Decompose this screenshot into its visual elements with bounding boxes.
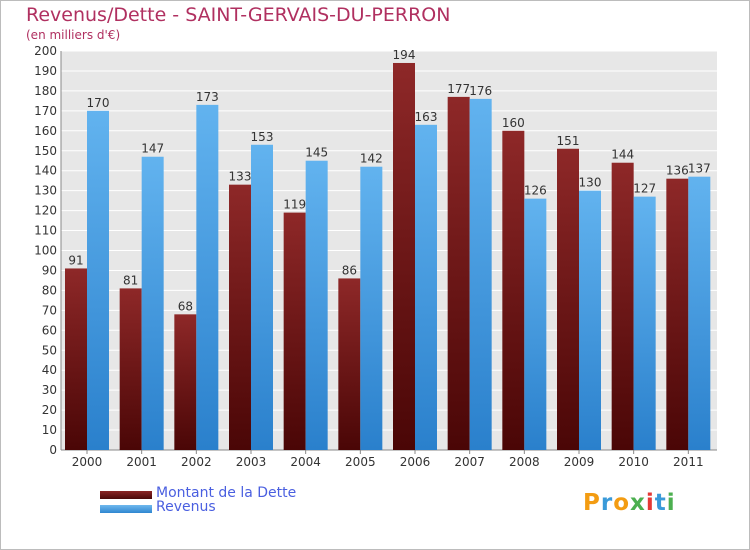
legend-label-dette: Montant de la Dette: [156, 485, 297, 501]
y-tick-label: 110: [34, 224, 57, 238]
x-tick-label: 2006: [400, 455, 431, 469]
bar-dette: [666, 178, 689, 450]
x-tick-label: 2002: [181, 455, 212, 469]
data-label: 153: [251, 130, 274, 144]
y-tick-label: 160: [34, 124, 57, 138]
y-tick-label: 190: [34, 64, 57, 78]
x-tick-label: 2011: [673, 455, 704, 469]
bar-revenus: [141, 156, 164, 451]
x-tick-label: 2001: [126, 455, 157, 469]
bar-dette: [338, 278, 361, 450]
bar-revenus: [633, 196, 656, 450]
data-label: 173: [196, 90, 219, 104]
bar-revenus: [469, 98, 492, 450]
data-label: 145: [305, 146, 328, 160]
y-tick-label: 10: [42, 423, 57, 437]
y-tick-label: 180: [34, 84, 57, 98]
x-tick-label: 2003: [236, 455, 267, 469]
data-label: 68: [178, 299, 193, 313]
y-tick-label: 150: [34, 144, 57, 158]
y-tick-label: 90: [42, 263, 57, 277]
data-label: 126: [524, 184, 547, 198]
bar-dette: [393, 62, 415, 450]
y-tick-label: 70: [42, 303, 57, 317]
data-label: 119: [283, 198, 306, 212]
y-tick-label: 80: [42, 283, 57, 297]
data-label: 81: [123, 273, 138, 287]
bar-dette: [611, 162, 634, 450]
bar-revenus: [415, 124, 437, 450]
bar-dette: [229, 184, 251, 451]
legend-swatch-revenus: [100, 505, 152, 513]
bar-revenus: [524, 198, 547, 450]
bar-revenus: [305, 160, 328, 450]
bar-dette: [557, 148, 579, 450]
y-tick-label: 170: [34, 104, 57, 118]
bar-revenus: [196, 104, 219, 451]
bar-revenus: [360, 166, 383, 450]
bar-dette: [174, 314, 197, 450]
y-tick-label: 60: [42, 323, 57, 337]
data-label: 127: [633, 182, 656, 196]
data-label: 170: [87, 96, 110, 110]
bar-revenus: [579, 190, 601, 450]
data-label: 176: [469, 84, 492, 98]
legend-swatch-dette: [100, 491, 152, 499]
bar-revenus: [251, 144, 273, 450]
y-tick-label: 40: [42, 363, 57, 377]
proxiti-logo: Proxiti: [583, 490, 676, 516]
data-label: 194: [393, 48, 416, 62]
data-label: 151: [557, 134, 580, 148]
y-tick-label: 30: [42, 383, 57, 397]
bar-dette: [283, 212, 306, 450]
x-tick-label: 2009: [564, 455, 595, 469]
data-label: 144: [611, 148, 634, 162]
chart-title: Revenus/Dette - SAINT-GERVAIS-DU-PERRON: [26, 4, 451, 26]
y-tick-label: 0: [49, 443, 57, 457]
data-label: 163: [415, 110, 438, 124]
y-tick-label: 100: [34, 244, 57, 258]
y-tick-label: 130: [34, 184, 57, 198]
data-label: 177: [447, 82, 470, 96]
data-label: 142: [360, 152, 383, 166]
y-tick-label: 140: [34, 164, 57, 178]
bar-dette: [65, 268, 87, 450]
legend-label-revenus: Revenus: [156, 499, 216, 515]
y-tick-label: 50: [42, 343, 57, 357]
data-label: 147: [141, 142, 164, 156]
x-tick-label: 2004: [290, 455, 321, 469]
x-tick-label: 2005: [345, 455, 376, 469]
data-label: 136: [666, 164, 689, 178]
bar-dette: [119, 288, 142, 450]
x-tick-label: 2000: [72, 455, 103, 469]
bar-dette: [502, 130, 525, 451]
y-tick-label: 20: [42, 403, 57, 417]
data-label: 160: [502, 116, 525, 130]
bar-revenus: [87, 110, 109, 450]
bar-dette: [447, 96, 470, 450]
data-label: 133: [229, 170, 252, 184]
x-tick-label: 2008: [509, 455, 540, 469]
y-tick-label: 120: [34, 204, 57, 218]
chart-subtitle: (en milliers d'€): [26, 28, 121, 42]
x-tick-label: 2010: [618, 455, 649, 469]
data-label: 130: [579, 176, 602, 190]
data-label: 86: [342, 263, 357, 277]
bar-revenus: [688, 176, 711, 450]
data-label: 91: [68, 253, 83, 267]
x-tick-label: 2007: [454, 455, 485, 469]
y-tick-label: 200: [34, 44, 57, 58]
data-label: 137: [688, 162, 711, 176]
